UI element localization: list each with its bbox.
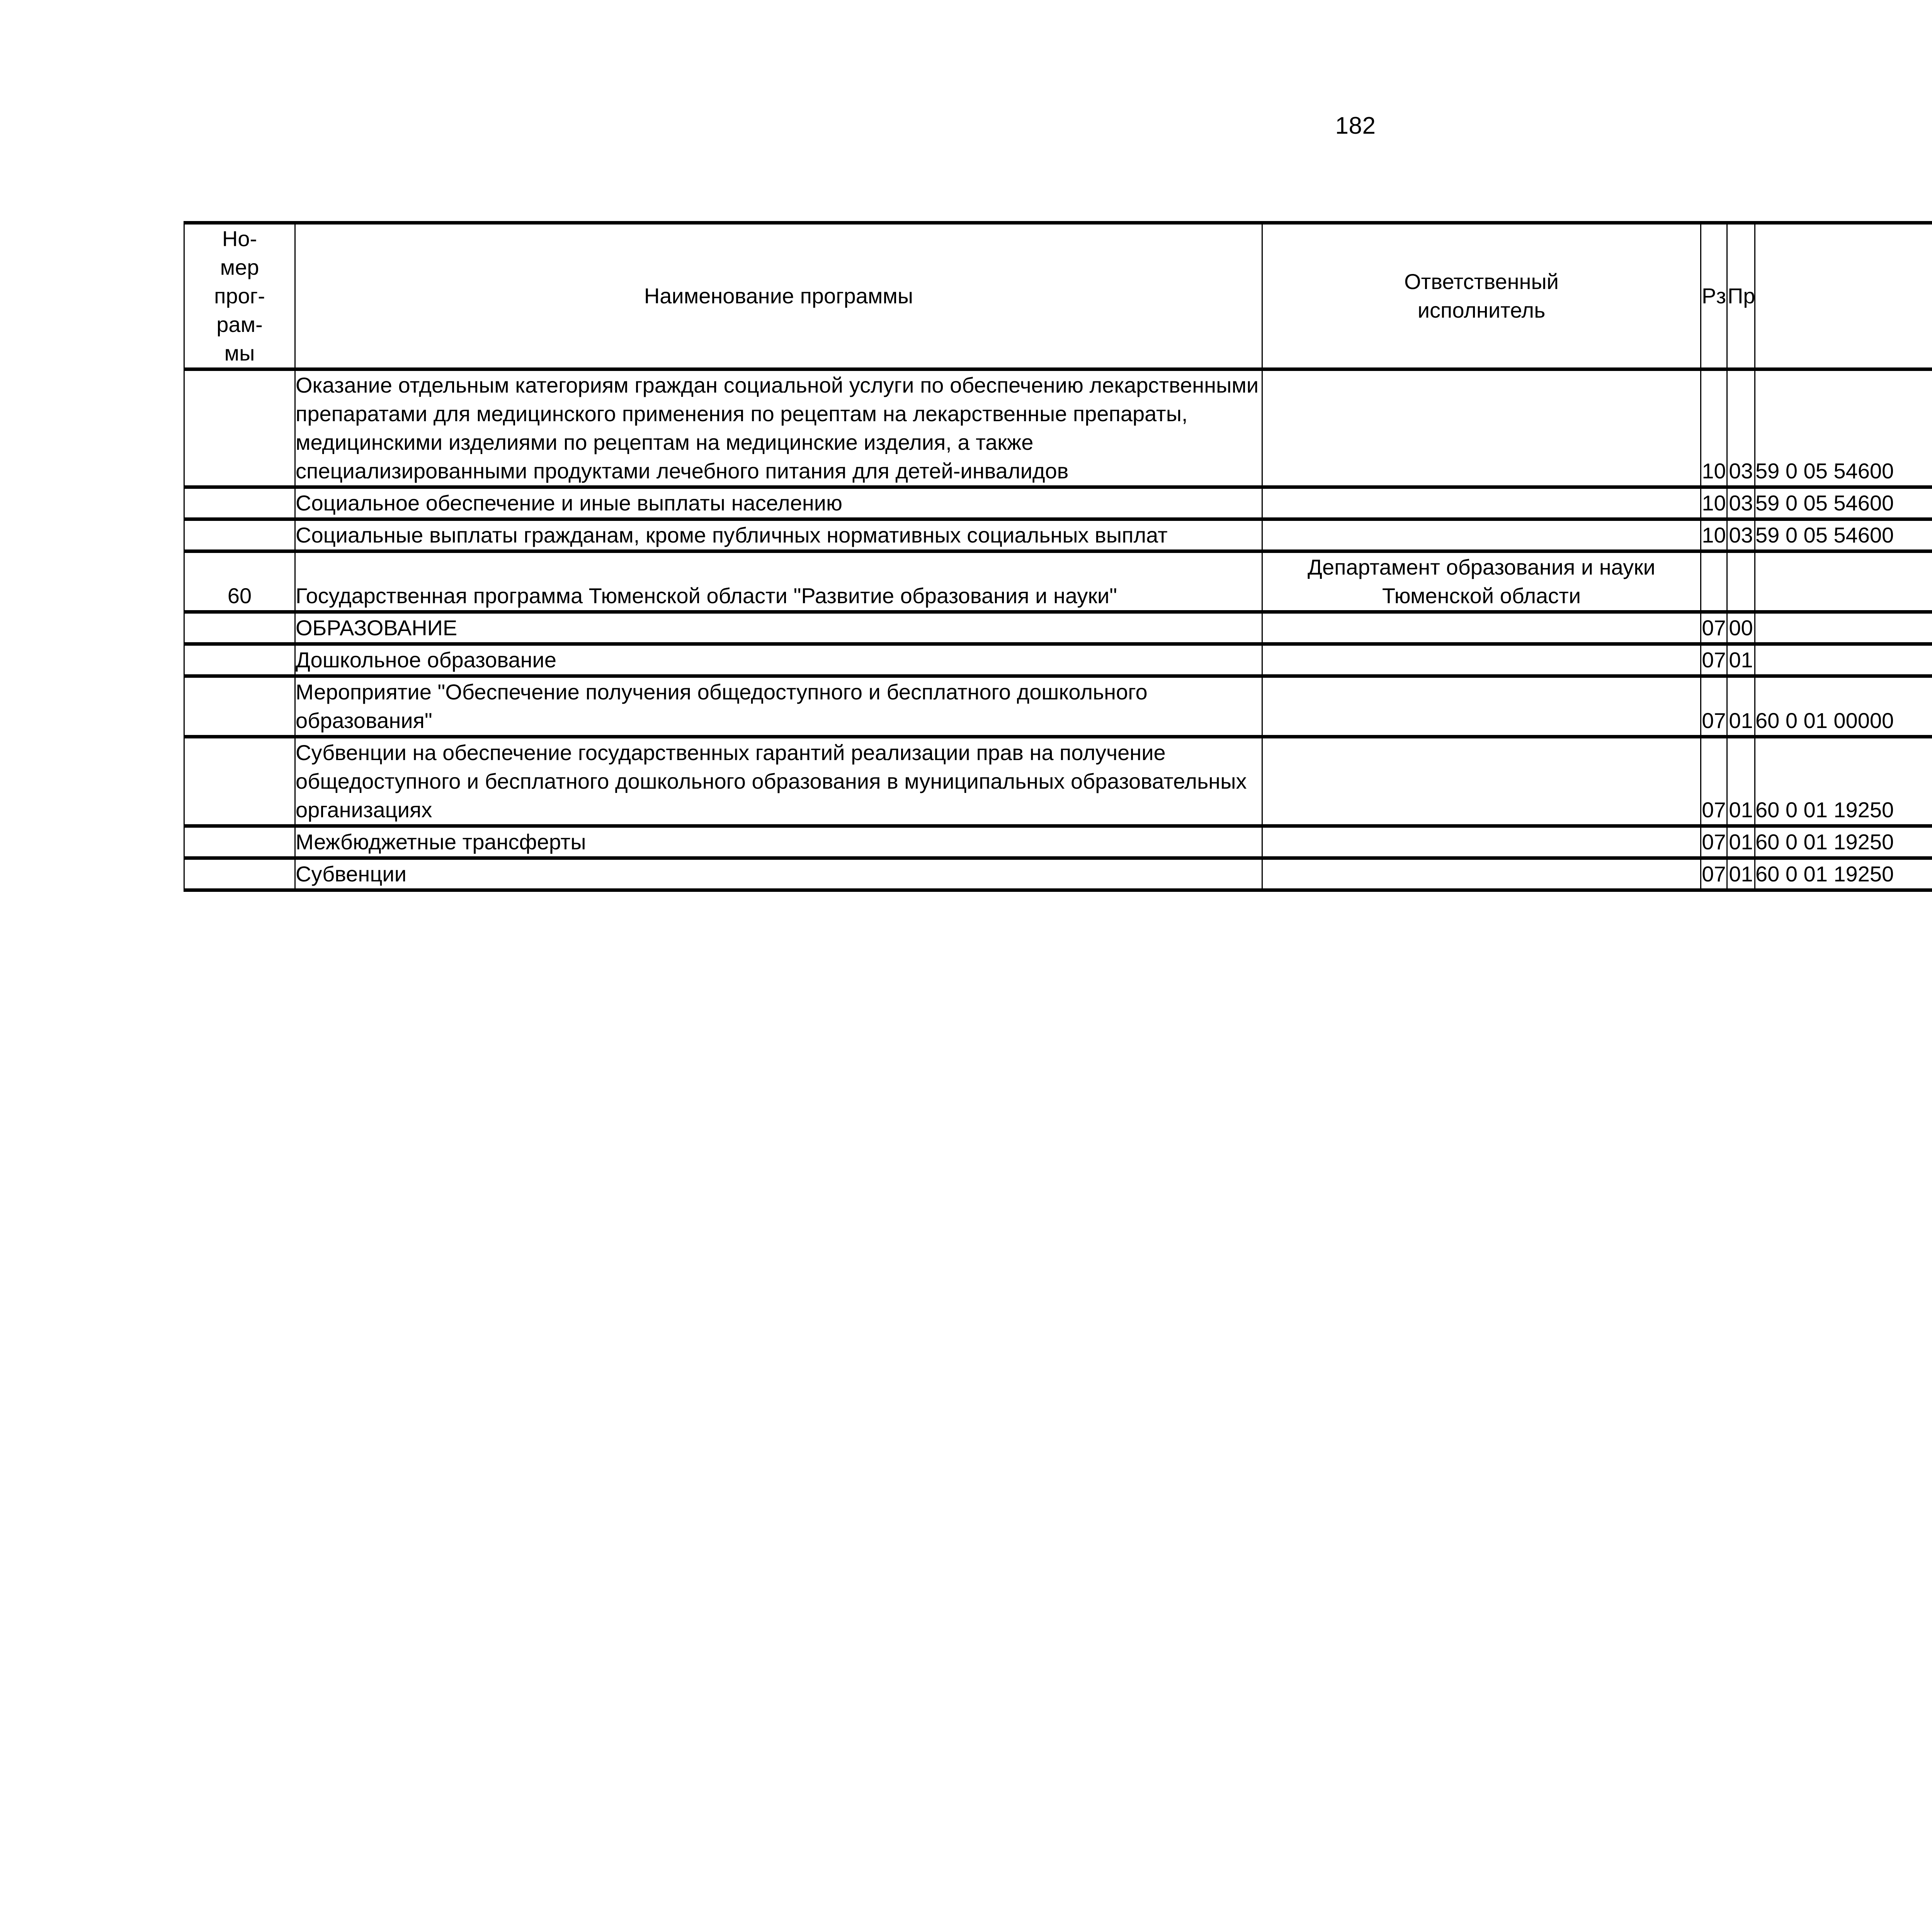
column-header-rz: Рз: [1700, 221, 1728, 370]
cell-program-name: Субвенции на обеспечение государственных…: [294, 735, 1263, 827]
header-line-1: Ответственный: [1404, 269, 1559, 294]
cell-program-number: [184, 485, 296, 520]
cell-rz: 07: [1700, 735, 1728, 827]
cell-responsible-executor: Департамент образования и науки Тюменско…: [1262, 549, 1701, 612]
cell-program-number: [184, 642, 296, 677]
column-header-csr: ЦСР: [1754, 221, 1932, 370]
cell-rz: 07: [1700, 674, 1728, 737]
cell-pr: 00: [1726, 610, 1755, 645]
cell-program-name: ОБРАЗОВАНИЕ: [294, 610, 1263, 645]
cell-responsible-executor: [1262, 642, 1701, 677]
cell-program-name: Государственная программа Тюменской обла…: [294, 549, 1263, 612]
table-row: ОБРАЗОВАНИЕ070021 068 603: [184, 610, 1932, 645]
cell-csr: 60 0 01 19250: [1754, 856, 1932, 892]
cell-responsible-executor: [1262, 856, 1701, 892]
cell-rz: 10: [1700, 367, 1728, 488]
cell-program-number: [184, 735, 296, 827]
cell-pr: 01: [1726, 674, 1755, 737]
cell-pr: 01: [1726, 735, 1755, 827]
cell-rz: 10: [1700, 517, 1728, 552]
column-header-responsible-executor: Ответственный исполнитель: [1262, 221, 1701, 370]
cell-csr: 59 0 05 54600: [1754, 517, 1932, 552]
cell-csr: [1754, 642, 1932, 677]
table-row: Социальные выплаты гражданам, кроме публ…: [184, 517, 1932, 552]
cell-program-number: [184, 674, 296, 737]
header-line-3: прог-: [214, 284, 265, 308]
cell-rz: 07: [1700, 856, 1728, 892]
budget-allocation-table: Но- мер прог- рам- мы Наименование прогр…: [184, 221, 1932, 892]
cell-pr: 03: [1726, 485, 1755, 520]
cell-responsible-executor: [1262, 824, 1701, 859]
cell-pr: 01: [1726, 824, 1755, 859]
column-header-pr: Пр: [1726, 221, 1755, 370]
cell-csr: 60 0 01 19250: [1754, 735, 1932, 827]
cell-responsible-executor: [1262, 517, 1701, 552]
cell-program-name: Субвенции: [294, 856, 1263, 892]
cell-csr: [1754, 610, 1932, 645]
cell-rz: 07: [1700, 642, 1728, 677]
cell-responsible-executor: [1262, 735, 1701, 827]
column-header-program-number: Но- мер прог- рам- мы: [184, 221, 296, 370]
cell-pr: 03: [1726, 517, 1755, 552]
cell-program-name: Мероприятие "Обеспечение получения общед…: [294, 674, 1263, 737]
header-line-2: исполнитель: [1417, 298, 1546, 322]
cell-csr: 60 0 01 19250: [1754, 824, 1932, 859]
cell-responsible-executor: [1262, 367, 1701, 488]
cell-csr: [1754, 549, 1932, 612]
header-line-1: Но-: [222, 226, 257, 251]
header-line-2: мер: [220, 255, 259, 279]
cell-rz: 07: [1700, 824, 1728, 859]
cell-program-name: Социальное обеспечение и иные выплаты на…: [294, 485, 1263, 520]
cell-csr: 59 0 05 54600: [1754, 485, 1932, 520]
header-line-4: рам-: [216, 312, 263, 337]
cell-rz: [1700, 549, 1728, 612]
header-line-5: мы: [224, 341, 255, 365]
cell-pr: [1726, 549, 1755, 612]
table-row: Субвенции на обеспечение государственных…: [184, 735, 1932, 827]
page-number: 182: [1335, 112, 1376, 139]
cell-responsible-executor: [1262, 485, 1701, 520]
cell-pr: 01: [1726, 642, 1755, 677]
table-row: Межбюджетные трансферты 07 01 60 0 01 19250…: [184, 824, 1932, 859]
table-body: Оказание отдельным категориям граждан со…: [184, 367, 1932, 892]
cell-pr: 03: [1726, 367, 1755, 488]
cell-program-name: Межбюджетные трансферты: [294, 824, 1263, 859]
table-row: Оказание отдельным категориям граждан со…: [184, 367, 1932, 488]
cell-program-name: Социальные выплаты гражданам, кроме публ…: [294, 517, 1263, 552]
table-header: Но- мер прог- рам- мы Наименование прогр…: [184, 221, 1932, 370]
cell-responsible-executor: [1262, 674, 1701, 737]
column-header-program-name: Наименование программы: [294, 221, 1263, 370]
table-row: Социальное обеспечение и иные выплаты на…: [184, 485, 1932, 520]
cell-program-number: [184, 367, 296, 488]
table-row: Дошкольное образование07014 665 800: [184, 642, 1932, 677]
cell-program-number: 60: [184, 549, 296, 612]
cell-program-name: Оказание отдельным категориям граждан со…: [294, 367, 1263, 488]
cell-program-number: [184, 856, 296, 892]
cell-pr: 01: [1726, 856, 1755, 892]
cell-rz: 07: [1700, 610, 1728, 645]
cell-responsible-executor: [1262, 610, 1701, 645]
table-row: 60 Государственная программа Тюменской об…: [184, 549, 1932, 612]
table-header-row: Но- мер прог- рам- мы Наименование прогр…: [184, 221, 1932, 370]
cell-program-number: [184, 610, 296, 645]
cell-csr: 59 0 05 54600: [1754, 367, 1932, 488]
cell-program-number: [184, 517, 296, 552]
cell-csr: 60 0 01 00000: [1754, 674, 1932, 737]
table-row: Мероприятие "Обеспечение получения общед…: [184, 674, 1932, 737]
cell-program-name: Дошкольное образование: [294, 642, 1263, 677]
cell-program-number: [184, 824, 296, 859]
cell-rz: 10: [1700, 485, 1728, 520]
